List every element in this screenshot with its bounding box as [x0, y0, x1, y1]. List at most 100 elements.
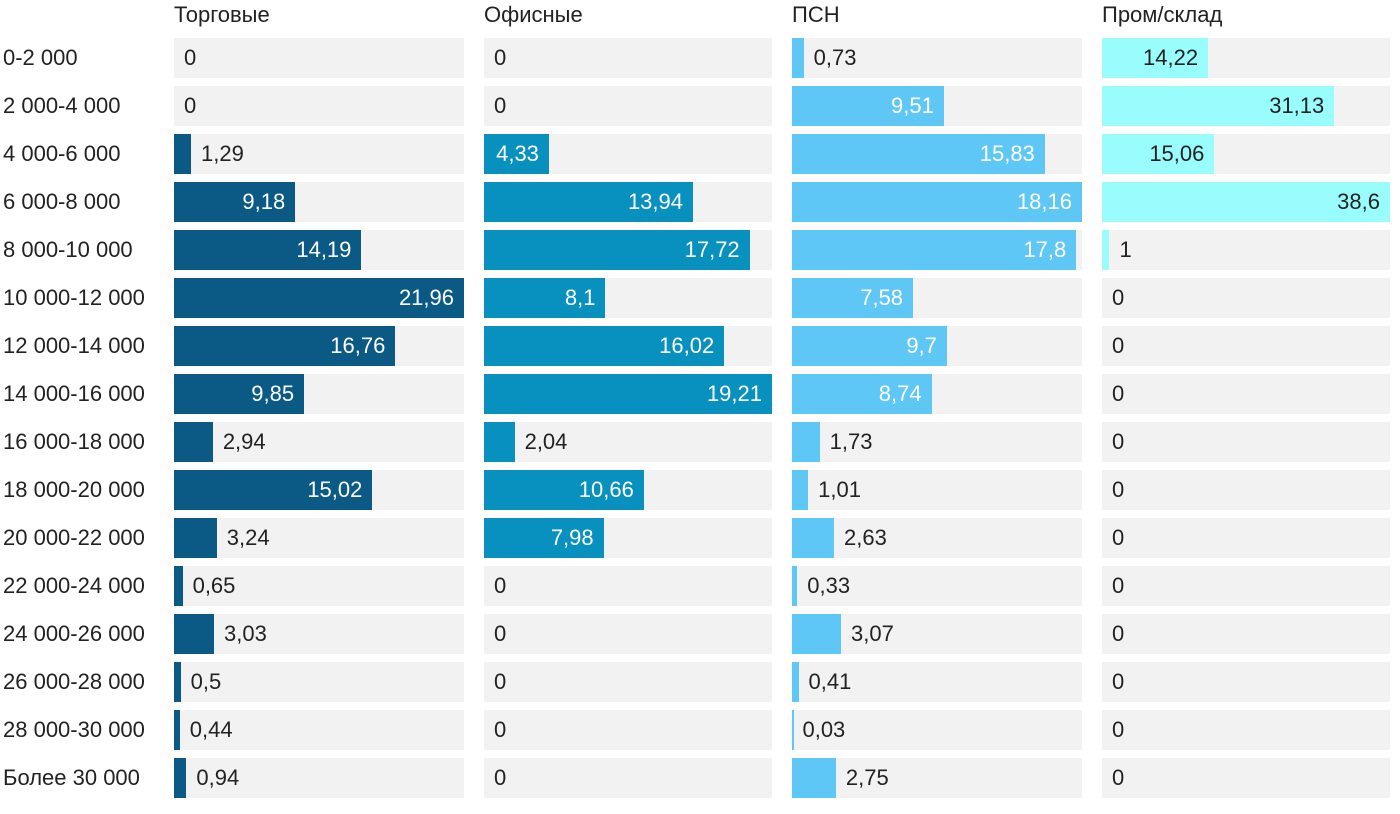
- bar: [792, 422, 820, 462]
- data-label: 0: [184, 93, 197, 118]
- bar: [792, 758, 836, 798]
- data-label: 0,5: [190, 669, 222, 694]
- row-label: 26 000-28 000: [3, 669, 145, 694]
- bar-track: 17,72: [484, 230, 772, 270]
- data-label: 0,65: [192, 573, 236, 598]
- bar-track: 38,6: [1102, 182, 1390, 222]
- data-label: 0: [1112, 525, 1125, 550]
- bar: [484, 230, 750, 270]
- bar: [174, 566, 183, 606]
- bar-track: 8,74: [792, 374, 1082, 414]
- row-label: 0-2 000: [3, 45, 78, 70]
- bar-track: 0: [1102, 518, 1390, 558]
- bar-track: 14,22: [1102, 38, 1390, 78]
- bar-track: 0,5: [174, 662, 464, 702]
- row-label: 28 000-30 000: [3, 717, 145, 742]
- bar-track: 0: [484, 86, 772, 126]
- data-label: 2,75: [845, 765, 889, 790]
- data-label: 0: [1112, 381, 1125, 406]
- bar-track: 9,85: [174, 374, 464, 414]
- bar-track: 4,33: [484, 134, 772, 174]
- bar-track: 0: [484, 758, 772, 798]
- bar-track: 8,1: [484, 278, 772, 318]
- bar: [792, 710, 794, 750]
- row-label: 18 000-20 000: [3, 477, 145, 502]
- bar: [174, 614, 214, 654]
- row-label: 4 000-6 000: [3, 141, 121, 166]
- data-label: 0: [1112, 621, 1125, 646]
- bar-track: 0: [1102, 326, 1390, 366]
- bar: [484, 134, 549, 174]
- data-label: 1,29: [201, 141, 244, 166]
- column-header: ПСН: [792, 2, 840, 27]
- row-label: 22 000-24 000: [3, 573, 145, 598]
- column-header: Офисные: [484, 2, 583, 27]
- bar: [1102, 182, 1390, 222]
- data-label: 0,44: [189, 717, 233, 742]
- data-label: 9,18: [242, 189, 286, 214]
- data-label: 0: [1112, 333, 1125, 358]
- data-label: 4,33: [496, 141, 539, 166]
- data-label: 14,22: [1143, 45, 1199, 70]
- bar-track: 0: [484, 710, 772, 750]
- bar: [792, 470, 809, 510]
- data-label: 0: [1112, 717, 1125, 742]
- data-label: 0: [1112, 669, 1125, 694]
- bar-track: 0: [1102, 710, 1390, 750]
- bar-track: 0,41: [792, 662, 1082, 702]
- data-label: 16,02: [659, 333, 715, 358]
- data-label: 2,94: [222, 429, 266, 454]
- bar-track: 0,94: [174, 758, 464, 798]
- bar-track: 0: [174, 38, 464, 78]
- data-label: 0: [494, 765, 507, 790]
- data-label: 3,07: [851, 621, 894, 646]
- bar-track: 0: [1102, 614, 1390, 654]
- bar-track: 0,73: [792, 38, 1082, 78]
- data-label: 1,01: [818, 477, 861, 502]
- bar: [1102, 134, 1215, 174]
- data-label: 0: [494, 93, 507, 118]
- data-label: 21,96: [398, 285, 454, 310]
- data-label: 17,8: [1023, 237, 1067, 262]
- bar-track: 14,19: [174, 230, 464, 270]
- data-label: 2,63: [843, 525, 887, 550]
- data-label: 31,13: [1269, 93, 1325, 118]
- data-label: 38,6: [1337, 189, 1380, 214]
- data-label: 15,02: [307, 477, 363, 502]
- bar-track: 7,58: [792, 278, 1082, 318]
- bar-track: 0: [484, 614, 772, 654]
- bar: [174, 326, 396, 366]
- bar-track: 0: [1102, 278, 1390, 318]
- bar-track: 0: [1102, 566, 1390, 606]
- bar: [484, 278, 606, 318]
- row-label: Более 30 000: [3, 765, 140, 790]
- bar-track: 2,94: [174, 422, 464, 462]
- bar-track: 16,02: [484, 326, 772, 366]
- bar: [792, 614, 842, 654]
- row-label: 2 000-4 000: [3, 93, 121, 118]
- data-label: 0: [1112, 765, 1125, 790]
- bar-track: 2,63: [792, 518, 1082, 558]
- bar-track: 1,73: [792, 422, 1082, 462]
- bar: [792, 326, 947, 366]
- bar-track: 3,24: [174, 518, 464, 558]
- data-label: 8,1: [564, 285, 596, 310]
- bar: [174, 422, 213, 462]
- bar-track: 0,03: [792, 710, 1082, 750]
- data-label: 3,24: [226, 525, 270, 550]
- bar-track: 9,51: [792, 86, 1082, 126]
- bar: [792, 86, 944, 126]
- bar-track: 0: [484, 662, 772, 702]
- data-label: 0,94: [196, 765, 240, 790]
- bar-track: 2,75: [792, 758, 1082, 798]
- row-label: 10 000-12 000: [3, 285, 145, 310]
- column-header: Пром/склад: [1102, 2, 1223, 27]
- bar-track: 9,18: [174, 182, 464, 222]
- row-label: 8 000-10 000: [3, 237, 133, 262]
- bar: [174, 662, 181, 702]
- bar-track: 15,06: [1102, 134, 1390, 174]
- bar: [174, 182, 296, 222]
- data-label: 0,03: [802, 717, 846, 742]
- bar: [484, 518, 604, 558]
- bar-track: 13,94: [484, 182, 772, 222]
